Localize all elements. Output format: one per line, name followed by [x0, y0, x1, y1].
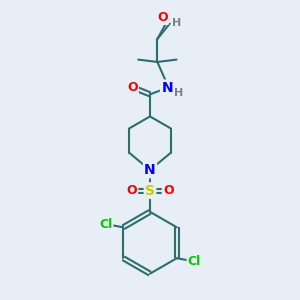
- Text: H: H: [172, 18, 181, 28]
- Text: O: O: [127, 81, 138, 94]
- Text: Cl: Cl: [99, 218, 112, 231]
- Text: N: N: [161, 81, 173, 95]
- Text: S: S: [145, 184, 155, 198]
- Text: H: H: [174, 88, 183, 98]
- Text: O: O: [126, 184, 137, 197]
- Text: Cl: Cl: [188, 255, 201, 268]
- Text: O: O: [163, 184, 174, 197]
- Text: N: N: [144, 163, 156, 177]
- Text: O: O: [157, 11, 168, 24]
